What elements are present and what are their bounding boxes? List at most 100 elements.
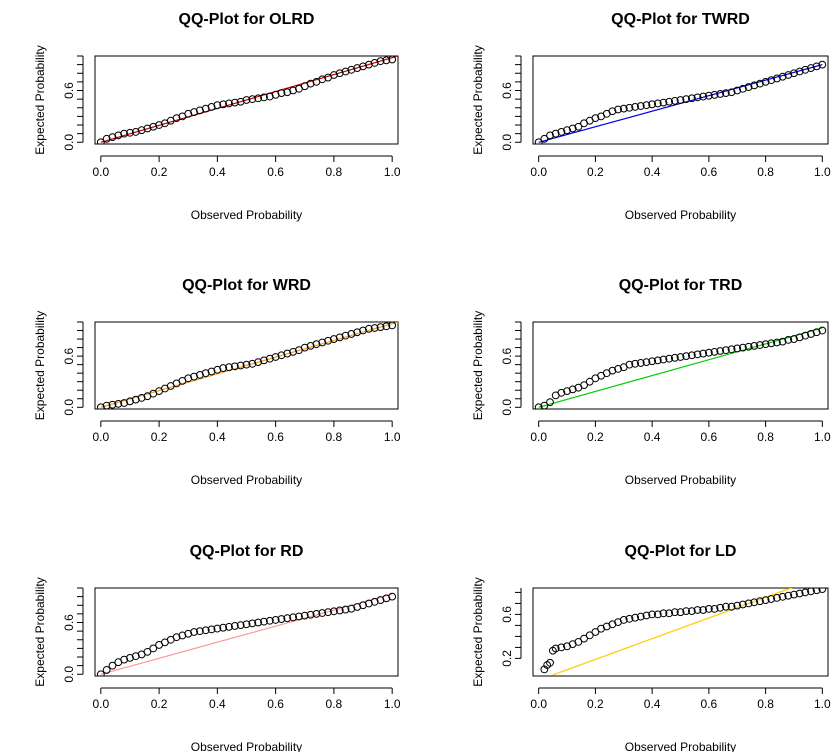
data-point <box>710 90 719 99</box>
x-axis-label: Observed Probability <box>191 473 302 487</box>
x-tick-label: 0.4 <box>209 165 226 179</box>
data-point <box>563 387 571 395</box>
y-tick-label: 0.2 <box>500 650 514 667</box>
data-point <box>727 602 736 611</box>
data-point <box>149 644 158 653</box>
data-point <box>341 331 350 340</box>
data-point <box>557 643 566 652</box>
data-point <box>801 65 810 74</box>
data-point <box>295 612 303 621</box>
data-point <box>96 403 105 409</box>
data-point <box>773 338 781 347</box>
x-tick-label: 0.4 <box>644 165 661 179</box>
y-axis-label: Expected Probability <box>33 577 47 686</box>
data-point <box>271 616 280 624</box>
x-tick-label: 0.2 <box>587 697 604 711</box>
data-point <box>254 618 263 627</box>
data-point <box>364 599 373 608</box>
data-point <box>289 613 298 622</box>
data-point <box>580 381 588 390</box>
data-point <box>277 351 286 360</box>
y-tick-label: 0.6 <box>500 606 514 623</box>
x-tick-label: 0.6 <box>701 430 718 444</box>
x-tick-label: 0.8 <box>326 430 343 444</box>
data-point <box>236 97 245 106</box>
data-point <box>318 338 327 347</box>
chart-panel-2: QQ-Plot for TWRD Observed Probability Expe… <box>471 11 831 222</box>
data-point <box>784 71 793 79</box>
x-tick-label: 0.2 <box>151 697 168 711</box>
data-point <box>283 349 292 358</box>
y-tick-label: 0.0 <box>500 134 514 151</box>
data-point <box>289 86 298 95</box>
y-tick-label: 0.0 <box>62 399 76 416</box>
data-point <box>271 353 280 361</box>
data-point <box>631 613 640 622</box>
data-point <box>693 606 702 614</box>
data-point <box>312 609 321 618</box>
data-point <box>265 354 274 363</box>
data-point <box>739 343 747 352</box>
x-tick-label: 0.6 <box>267 165 284 179</box>
data-point <box>108 661 117 670</box>
data-point <box>795 589 804 598</box>
y-axis-label: Expected Probability <box>471 311 485 420</box>
data-point <box>376 57 385 66</box>
x-tick-label: 0.2 <box>151 165 168 179</box>
data-point <box>790 69 798 78</box>
data-point <box>359 62 367 71</box>
data-point <box>108 400 117 409</box>
data-point <box>347 330 356 338</box>
data-point <box>716 90 725 98</box>
data-point <box>704 605 713 613</box>
data-point <box>693 350 702 359</box>
data-point <box>614 105 622 114</box>
data-point <box>625 360 634 369</box>
data-point <box>312 340 321 349</box>
data-point <box>289 347 298 356</box>
data-point <box>721 602 730 611</box>
y-axis-label: Expected Probability <box>471 45 485 154</box>
data-point <box>801 588 810 597</box>
data-point <box>790 590 798 599</box>
data-point <box>608 107 617 116</box>
data-point <box>213 101 222 110</box>
data-point <box>625 614 634 623</box>
data-point <box>324 608 332 617</box>
data-point <box>648 100 657 109</box>
data-point <box>551 129 560 138</box>
data-point <box>557 388 566 397</box>
data-point <box>114 399 123 408</box>
plot-frame <box>94 321 399 410</box>
data-point <box>676 96 685 104</box>
chart-panel-1: QQ-Plot for OLRD Observed Probability Expe… <box>33 11 401 222</box>
data-points <box>96 592 397 676</box>
x-tick-label: 0.0 <box>530 165 547 179</box>
data-point <box>382 594 391 603</box>
data-point <box>699 606 708 614</box>
data-point <box>625 103 634 112</box>
y-tick-label: 0.0 <box>62 134 76 151</box>
data-point <box>225 363 233 372</box>
data-point <box>195 370 204 379</box>
data-point <box>131 128 140 136</box>
data-point <box>330 335 338 343</box>
x-tick-label: 1.0 <box>384 165 401 179</box>
data-point <box>207 367 216 376</box>
data-point <box>818 326 827 335</box>
chart-title: QQ-Plot for TWRD <box>611 11 750 28</box>
chart-title: QQ-Plot for TRD <box>619 277 743 294</box>
data-point <box>126 128 134 137</box>
data-point <box>534 138 543 144</box>
data-point <box>682 607 691 615</box>
data-points <box>534 60 827 144</box>
reference-line <box>552 588 793 676</box>
data-point <box>750 598 759 607</box>
data-point <box>324 336 332 345</box>
data-point <box>670 96 679 105</box>
data-point <box>149 122 158 131</box>
data-point <box>727 345 736 354</box>
data-point <box>761 340 770 349</box>
data-point <box>260 93 268 102</box>
